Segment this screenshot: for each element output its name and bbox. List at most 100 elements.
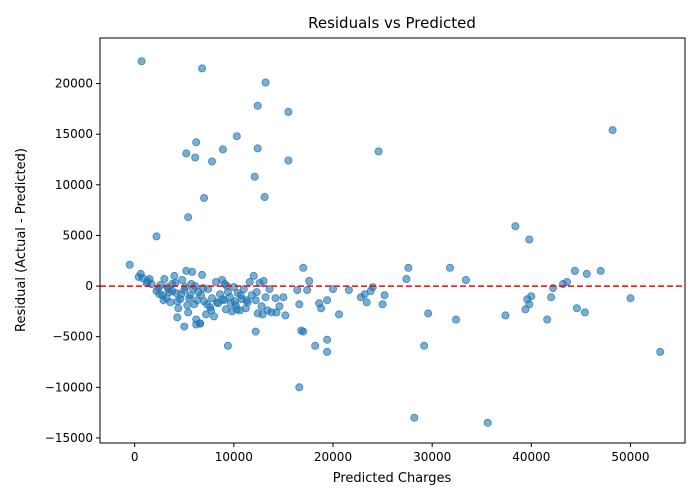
y-tick-label: 20000 bbox=[55, 77, 93, 91]
data-point bbox=[207, 157, 216, 166]
data-point bbox=[511, 222, 520, 231]
data-point bbox=[563, 277, 572, 286]
data-point bbox=[260, 192, 269, 201]
data-point bbox=[271, 294, 280, 303]
data-point bbox=[547, 293, 556, 302]
data-point bbox=[334, 310, 343, 319]
data-point bbox=[299, 263, 308, 272]
y-tick-label: −5000 bbox=[52, 330, 93, 344]
x-tick-label: 50000 bbox=[611, 450, 649, 464]
data-point bbox=[193, 296, 202, 305]
data-point bbox=[184, 308, 193, 317]
data-point bbox=[295, 383, 304, 392]
data-point bbox=[207, 306, 216, 315]
data-point bbox=[525, 235, 534, 244]
data-point bbox=[323, 347, 332, 356]
data-point bbox=[196, 319, 205, 328]
data-point bbox=[191, 153, 200, 162]
data-point bbox=[223, 341, 232, 350]
data-point bbox=[402, 274, 411, 283]
data-point bbox=[451, 315, 460, 324]
data-point bbox=[483, 418, 492, 427]
x-tick-label: 10000 bbox=[215, 450, 253, 464]
data-point bbox=[249, 271, 258, 280]
data-point bbox=[362, 298, 371, 307]
data-point bbox=[173, 297, 182, 306]
y-axis-label: Residual (Actual - Predicted) bbox=[14, 148, 29, 332]
data-point bbox=[166, 298, 175, 307]
data-point bbox=[580, 308, 589, 317]
data-point bbox=[232, 132, 241, 141]
x-tick-label: 40000 bbox=[512, 450, 550, 464]
data-point bbox=[160, 274, 169, 283]
data-point bbox=[203, 300, 212, 309]
data-point bbox=[261, 293, 270, 302]
x-axis-label: Predicted Charges bbox=[333, 471, 452, 486]
data-point bbox=[317, 304, 326, 313]
data-point bbox=[185, 294, 194, 303]
plot-frame bbox=[99, 37, 686, 444]
x-axis-ticks: 0 10000 20000 30000 40000 50000 bbox=[131, 443, 650, 464]
data-point bbox=[253, 144, 262, 153]
data-point bbox=[281, 311, 290, 320]
data-point bbox=[183, 301, 192, 310]
data-point bbox=[265, 285, 274, 294]
data-point bbox=[445, 263, 454, 272]
data-point bbox=[242, 296, 251, 305]
y-tick-label: 15000 bbox=[55, 127, 93, 141]
data-point bbox=[261, 78, 270, 87]
y-tick-label: 0 bbox=[85, 279, 93, 293]
data-point bbox=[299, 327, 308, 336]
data-point bbox=[236, 291, 245, 300]
data-point bbox=[188, 267, 197, 276]
data-point bbox=[543, 315, 552, 324]
x-tick-label: 20000 bbox=[314, 450, 352, 464]
data-point bbox=[272, 308, 281, 317]
data-point bbox=[608, 126, 617, 135]
data-point bbox=[184, 213, 193, 222]
data-point bbox=[570, 266, 579, 275]
data-point bbox=[173, 313, 182, 322]
data-point bbox=[180, 322, 189, 331]
data-point bbox=[137, 57, 146, 66]
data-point bbox=[232, 305, 241, 314]
data-point bbox=[424, 309, 433, 318]
data-point bbox=[174, 304, 183, 313]
data-point bbox=[198, 270, 207, 279]
data-point bbox=[656, 347, 665, 356]
data-point bbox=[159, 296, 168, 305]
data-point bbox=[155, 290, 164, 299]
data-point bbox=[252, 288, 261, 297]
data-point bbox=[279, 293, 288, 302]
data-point bbox=[218, 295, 227, 304]
data-point bbox=[258, 310, 267, 319]
data-point bbox=[259, 276, 268, 285]
data-point bbox=[177, 290, 186, 299]
x-tick-label: 30000 bbox=[413, 450, 451, 464]
data-point bbox=[311, 341, 320, 350]
data-point bbox=[284, 107, 293, 116]
data-point bbox=[192, 138, 201, 147]
data-point bbox=[125, 260, 134, 269]
data-point bbox=[527, 292, 536, 301]
data-point bbox=[525, 300, 534, 309]
data-point bbox=[293, 286, 302, 295]
data-point bbox=[250, 172, 259, 181]
data-point bbox=[178, 275, 187, 284]
data-point bbox=[368, 283, 377, 292]
data-point bbox=[420, 341, 429, 350]
data-point bbox=[251, 327, 260, 336]
data-point bbox=[165, 288, 174, 297]
data-point bbox=[501, 311, 510, 320]
y-tick-label: −15000 bbox=[45, 431, 93, 445]
data-point bbox=[284, 156, 293, 165]
data-point bbox=[582, 269, 591, 278]
data-point bbox=[230, 297, 239, 306]
data-point bbox=[404, 263, 413, 272]
data-point bbox=[344, 286, 353, 295]
data-point bbox=[596, 266, 605, 275]
data-point bbox=[461, 275, 470, 284]
x-tick-label: 0 bbox=[131, 450, 139, 464]
y-tick-label: 5000 bbox=[62, 228, 93, 242]
